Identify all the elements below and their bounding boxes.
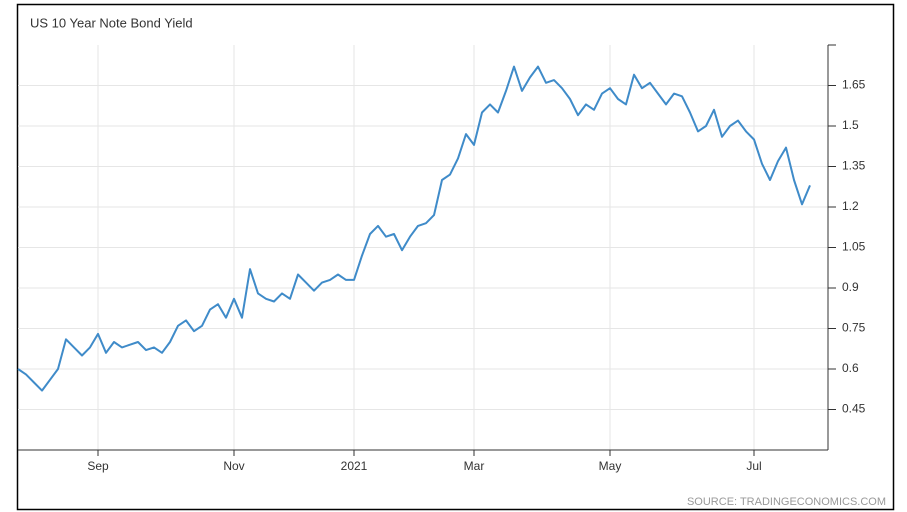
line — [17, 65, 811, 392]
y-tick-label: 1.35 — [842, 159, 866, 173]
x-tick-label: 2021 — [341, 459, 368, 473]
chart-title: US 10 Year Note Bond Yield — [30, 15, 193, 30]
y-tick-label: 0.45 — [842, 402, 866, 416]
x-tick-label: Jul — [746, 459, 761, 473]
y-tick-label: 0.9 — [842, 280, 859, 294]
source: SOURCE: TRADINGECONOMICS.COM — [687, 496, 886, 508]
y-tick-label: 1.2 — [842, 199, 859, 213]
x-tick-label: Nov — [223, 459, 244, 473]
y-tick-label: 0.6 — [842, 361, 859, 375]
x-tick-label: Mar — [464, 459, 485, 473]
y-tick-label: 1.5 — [842, 118, 859, 132]
y-tick-label: 0.75 — [842, 321, 866, 335]
frame — [16, 3, 895, 511]
y-tick-label: 1.65 — [842, 78, 866, 92]
x-tick-label: Sep — [87, 459, 109, 473]
y-tick-label: 1.05 — [842, 240, 866, 254]
x-tick-label: May — [599, 459, 622, 473]
